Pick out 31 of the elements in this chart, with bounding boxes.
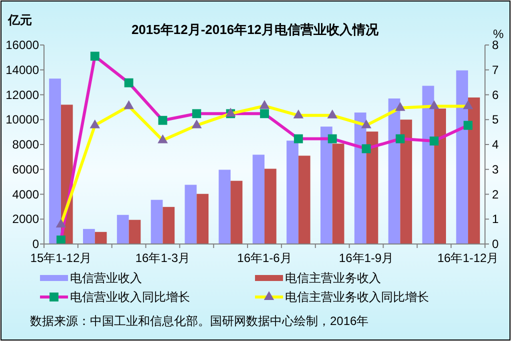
y2-tick-label: 2 (492, 187, 499, 202)
y2-tick-label: 0 (492, 237, 499, 251)
x-tick-label: 16年1-12月 (437, 251, 499, 265)
y2-tick-label: 1 (492, 212, 499, 226)
legend-label: 电信营业收入 (70, 271, 142, 285)
y2-tick-label: 7 (492, 62, 499, 77)
y-tick-label: 10000 (6, 112, 40, 127)
x-tick-label: 16年1-9月 (338, 251, 394, 265)
legend-label: 电信主营业务收入 (285, 271, 381, 285)
y-tick-label: 14000 (6, 62, 40, 77)
y2-axis-title: % (493, 27, 504, 41)
y-tick-label: 8000 (12, 138, 40, 152)
y2-tick-label: 3 (492, 162, 499, 176)
legend-label: 电信主营业务收入同比增长 (285, 290, 429, 304)
y-tick-label: 16000 (6, 38, 40, 52)
y2-tick-label: 5 (492, 112, 499, 127)
legend-label: 电信营业收入同比增长 (70, 290, 190, 304)
source-note: 数据来源：中国工业和信息化部。国研网数据中心绘制，2016年 (30, 314, 369, 328)
y-tick-label: 0 (32, 237, 40, 251)
x-tick-label: 16年1-3月 (135, 251, 190, 265)
y2-tick-label: 4 (492, 138, 499, 152)
chart-title: 2015年12月-2016年12月电信营业收入情况 (131, 22, 380, 37)
y-axis-title: 亿元 (7, 13, 32, 27)
y-tick-label: 2000 (12, 212, 40, 226)
y-tick-label: 12000 (6, 88, 40, 102)
x-tick-label: 15年1-12月 (30, 251, 92, 265)
y2-tick-label: 8 (492, 38, 499, 52)
y2-tick-label: 6 (492, 88, 499, 102)
y-tick-label: 4000 (12, 187, 40, 202)
x-tick-label: 16年1-6月 (237, 251, 292, 265)
y-tick-label: 6000 (12, 162, 40, 176)
